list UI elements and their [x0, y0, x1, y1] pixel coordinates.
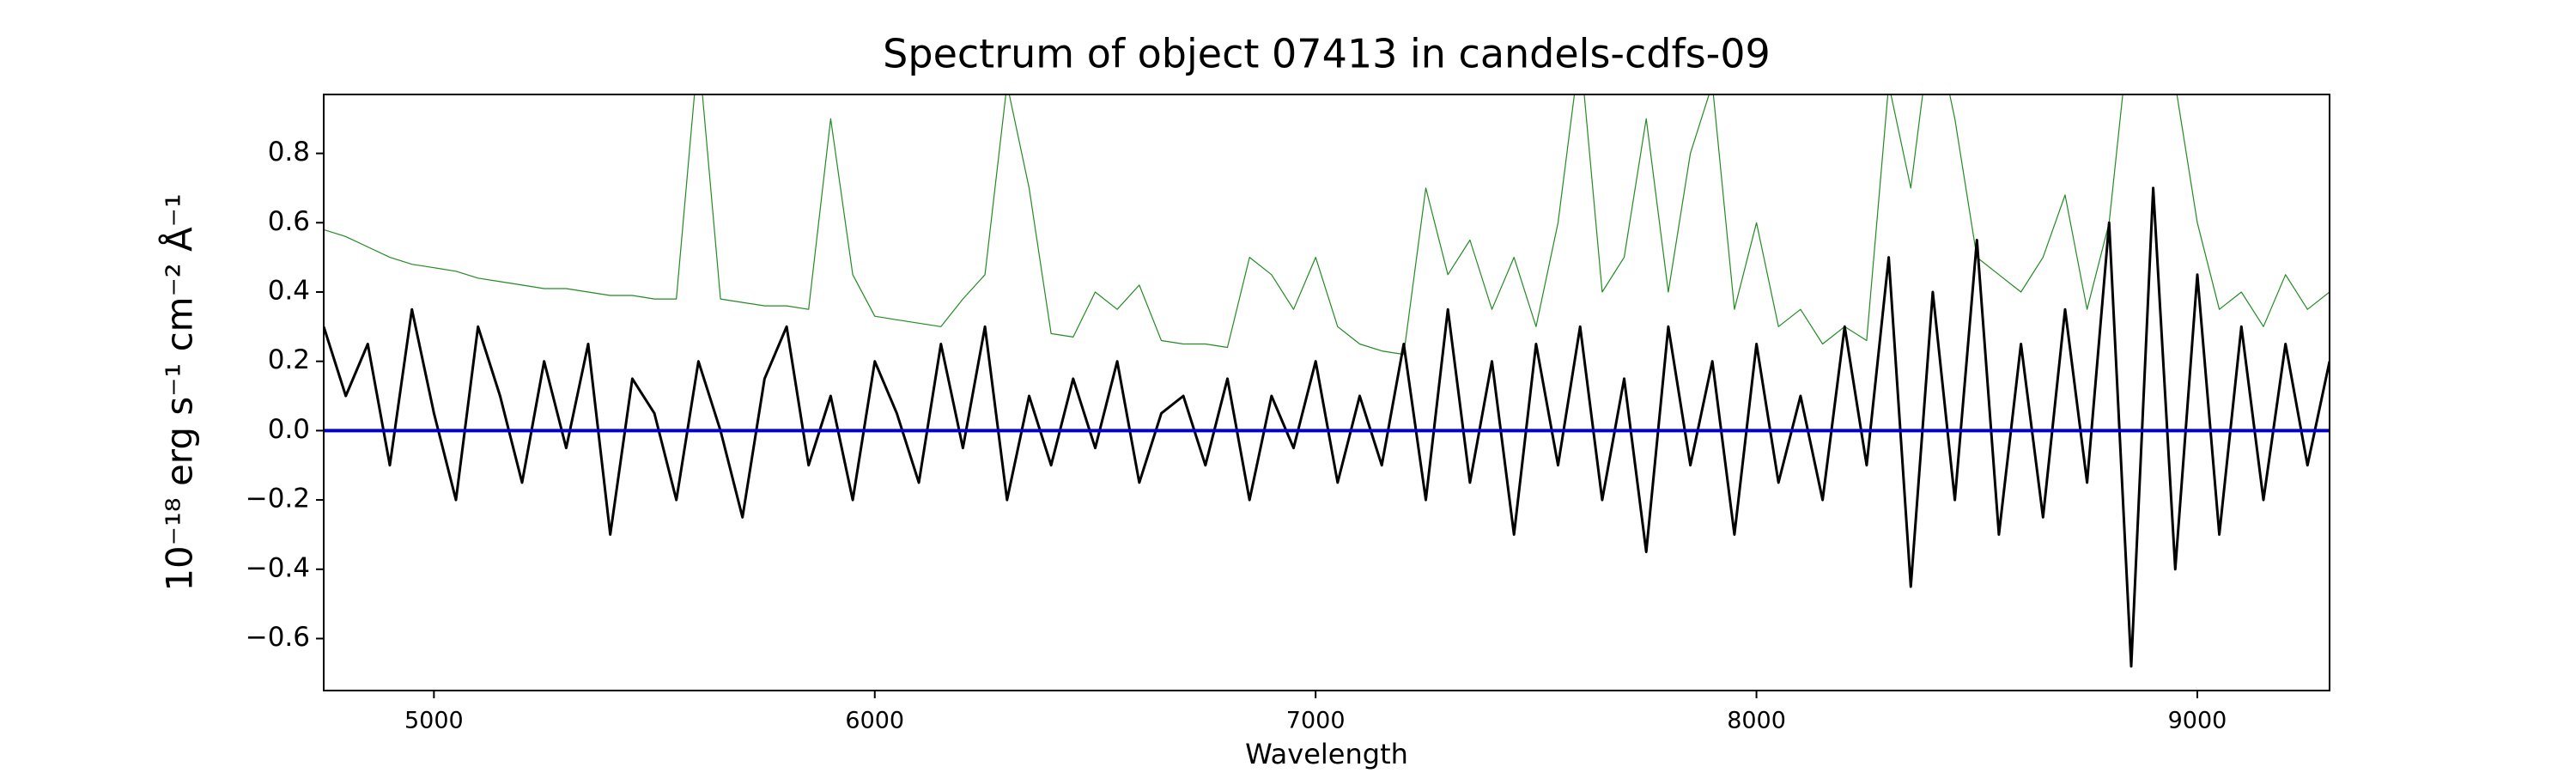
- y-tick-label: 0.0: [268, 414, 310, 445]
- y-axis-label: 10⁻¹⁸ erg s⁻¹ cm⁻² Å⁻¹: [158, 193, 201, 591]
- y-tick-label: −0.6: [246, 622, 310, 653]
- chart-title: Spectrum of object 07413 in candels-cdfs…: [883, 31, 1771, 77]
- x-tick-label: 7000: [1286, 708, 1346, 734]
- spectrum-line: [324, 94, 2330, 356]
- x-tick-label: 9000: [2168, 708, 2227, 734]
- spectrum-line: [324, 186, 2330, 668]
- y-tick-label: −0.2: [246, 484, 310, 514]
- plot-area: [324, 94, 2330, 668]
- y-tick-label: 0.6: [268, 206, 310, 237]
- x-tick-label: 6000: [845, 708, 904, 734]
- y-tick-label: 0.4: [268, 275, 310, 306]
- y-tick-label: −0.4: [246, 552, 310, 583]
- x-tick-label: 5000: [404, 708, 464, 734]
- plot-frame: [323, 94, 2330, 691]
- x-tick-label: 8000: [1727, 708, 1786, 734]
- y-tick-label: 0.2: [268, 344, 310, 375]
- x-axis-label: Wavelength: [1245, 738, 1408, 770]
- y-tick-label: 0.8: [268, 137, 310, 167]
